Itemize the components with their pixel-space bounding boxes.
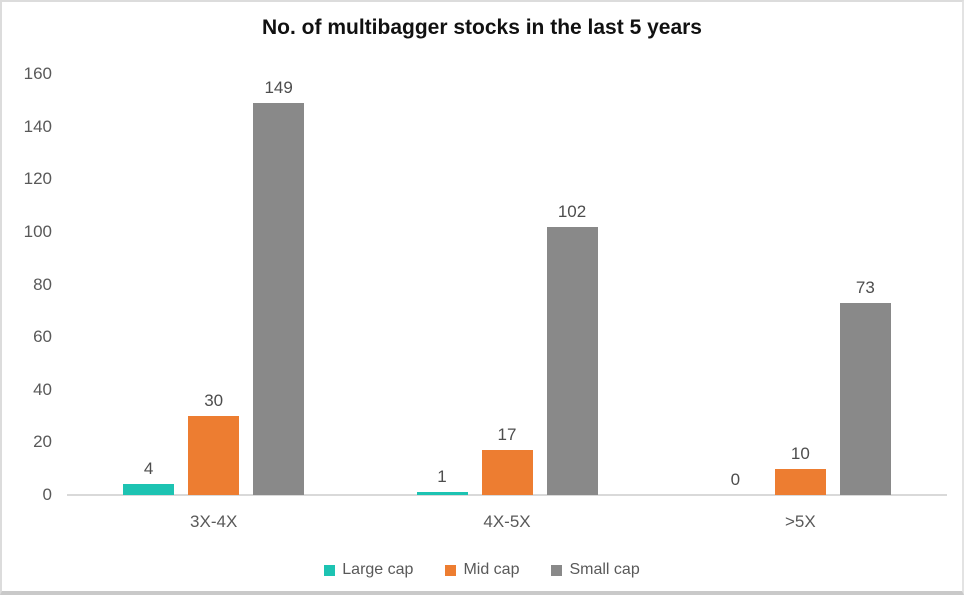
y-axis-tick-label: 160 bbox=[23, 64, 52, 83]
legend-swatch-icon bbox=[445, 564, 457, 576]
bar-small-cap-3x-4x bbox=[253, 103, 305, 495]
legend-item-mid-cap: Mid cap bbox=[445, 561, 519, 579]
legend-label: Small cap bbox=[569, 561, 640, 578]
legend-swatch-icon bbox=[551, 564, 563, 576]
bar-value-label-small-cap-4x-5x: 102 bbox=[557, 202, 587, 221]
y-axis-tick-label: 0 bbox=[42, 485, 52, 504]
bar-value-label-mid-cap-5x: 10 bbox=[790, 444, 810, 463]
y-axis-tick-label: 40 bbox=[33, 379, 52, 399]
y-axis-tick-label: 80 bbox=[33, 274, 52, 294]
bar-value-label-large-cap-4x-5x: 1 bbox=[437, 467, 447, 486]
bar-small-cap-5x bbox=[839, 303, 891, 495]
x-axis-label-3x-4x: 3X-4X bbox=[190, 512, 238, 531]
bar-value-label-large-cap-5x: 0 bbox=[730, 470, 741, 489]
y-axis-tick-label: 140 bbox=[23, 116, 52, 136]
chart-title: No. of multibagger stocks in the last 5 … bbox=[262, 16, 702, 39]
legend-item-small-cap: Small cap bbox=[551, 561, 640, 579]
legend-swatch-icon bbox=[324, 564, 336, 576]
bar-mid-cap-5x bbox=[774, 469, 826, 495]
y-axis-tick-label: 20 bbox=[33, 432, 52, 452]
x-axis-line bbox=[67, 494, 947, 496]
y-axis-tick-label: 120 bbox=[23, 169, 52, 189]
bar-large-cap-3x-4x bbox=[123, 484, 175, 495]
legend: Large cap Mid cap Small cap bbox=[2, 561, 962, 579]
y-axis-tick-label: 100 bbox=[23, 221, 52, 241]
bar-large-cap-4x-5x bbox=[416, 492, 468, 495]
bar-mid-cap-4x-5x bbox=[481, 450, 533, 495]
bar-value-label-small-cap-5x: 73 bbox=[855, 278, 875, 297]
x-axis-label-4x-5x: 4X-5X bbox=[483, 512, 531, 531]
bar-value-label-small-cap-3x-4x: 149 bbox=[264, 78, 293, 97]
bar-small-cap-4x-5x bbox=[546, 227, 598, 495]
legend-item-large-cap: Large cap bbox=[324, 561, 413, 579]
bar-value-label-mid-cap-3x-4x: 30 bbox=[204, 391, 224, 410]
bar-value-label-mid-cap-4x-5x: 17 bbox=[497, 425, 517, 444]
bar-mid-cap-3x-4x bbox=[188, 416, 240, 495]
legend-label: Large cap bbox=[342, 561, 414, 578]
legend-label: Mid cap bbox=[463, 561, 520, 578]
bar-value-label-large-cap-3x-4x: 4 bbox=[143, 459, 154, 478]
x-axis-label-5x: >5X bbox=[784, 512, 816, 531]
y-axis-tick-label: 60 bbox=[33, 327, 52, 347]
